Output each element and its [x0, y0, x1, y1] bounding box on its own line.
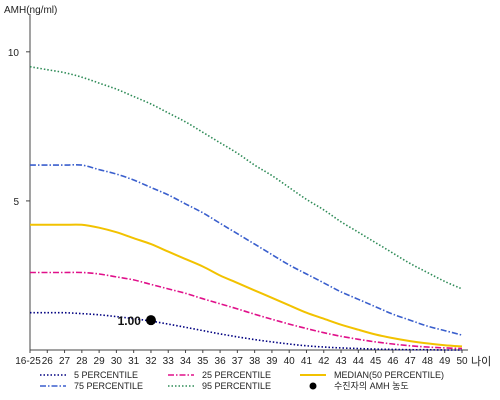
- x-tick-label: 45: [370, 356, 382, 367]
- series-line-95-percentile: [29, 65, 463, 290]
- x-tick-label: 43: [335, 356, 347, 367]
- patient-amh-point-label: 1.00: [118, 314, 142, 328]
- series-line-5-percentile: [29, 311, 462, 351]
- x-tick-label: 36: [215, 356, 227, 367]
- series-line-median-50-percentile: [30, 223, 463, 348]
- series-line-75-percentile: [30, 163, 463, 336]
- legend-label-5-percentile: 5 PERCENTILE: [74, 370, 138, 380]
- y-axis-label: AMH(ng/ml): [4, 5, 57, 16]
- y-tick-label: 5: [13, 197, 19, 208]
- x-tick-label: 37: [232, 356, 244, 367]
- x-tick-label: 32: [145, 356, 157, 367]
- legend-label-25-percentile: 25 PERCENTILE: [202, 370, 271, 380]
- legend-label-95-percentile: 95 PERCENTILE: [202, 381, 271, 391]
- x-tick-label: 29: [94, 356, 106, 367]
- axes-layer: AMH(ng/ml) 나이 5 10 16-25 26 27 28 29 30 31 32 33 34…: [4, 5, 491, 368]
- x-tick-label: 49: [439, 356, 451, 367]
- legend-swatch-patient-amh: [309, 382, 317, 390]
- x-tick-label: 47: [405, 356, 417, 367]
- x-tick-label: 34: [180, 356, 192, 367]
- legend-label-patient-amh: 수진자의 AMH 농도: [334, 381, 409, 391]
- x-tick-label: 50: [456, 356, 468, 367]
- x-tick-label: 27: [59, 356, 71, 367]
- x-tick-label: 44: [353, 356, 365, 367]
- legend: 5 PERCENTILE 25 PERCENTILE MEDIAN(50 PERCE…: [40, 370, 444, 391]
- x-tick-label: 33: [163, 356, 175, 367]
- x-tick-label: 26: [42, 356, 54, 367]
- x-tick-label: 41: [301, 356, 313, 367]
- x-tick-label: 31: [128, 356, 140, 367]
- patient-amh-point: [145, 315, 156, 326]
- x-tick-label: 30: [111, 356, 123, 367]
- x-axis-label: 나이: [471, 355, 491, 368]
- series-line-25-percentile: [29, 271, 463, 350]
- x-tick-label: 42: [318, 356, 330, 367]
- point-layer: 1.00: [118, 314, 156, 328]
- y-tick-label: 10: [8, 48, 20, 59]
- x-tick-label: 35: [197, 356, 209, 367]
- legend-label-median-50-percentile: MEDIAN(50 PERCENTILE): [334, 370, 444, 380]
- x-tick-label: 46: [387, 356, 399, 367]
- x-tick-label: 40: [284, 356, 296, 367]
- x-tick-label: 39: [266, 356, 278, 367]
- x-tick-label: 28: [76, 356, 88, 367]
- x-tick-label: 48: [422, 356, 434, 367]
- x-tick-label: 38: [249, 356, 261, 367]
- x-tick-label: 16-25: [15, 356, 41, 367]
- legend-label-75-percentile: 75 PERCENTILE: [74, 381, 143, 391]
- series-layer: [29, 65, 463, 351]
